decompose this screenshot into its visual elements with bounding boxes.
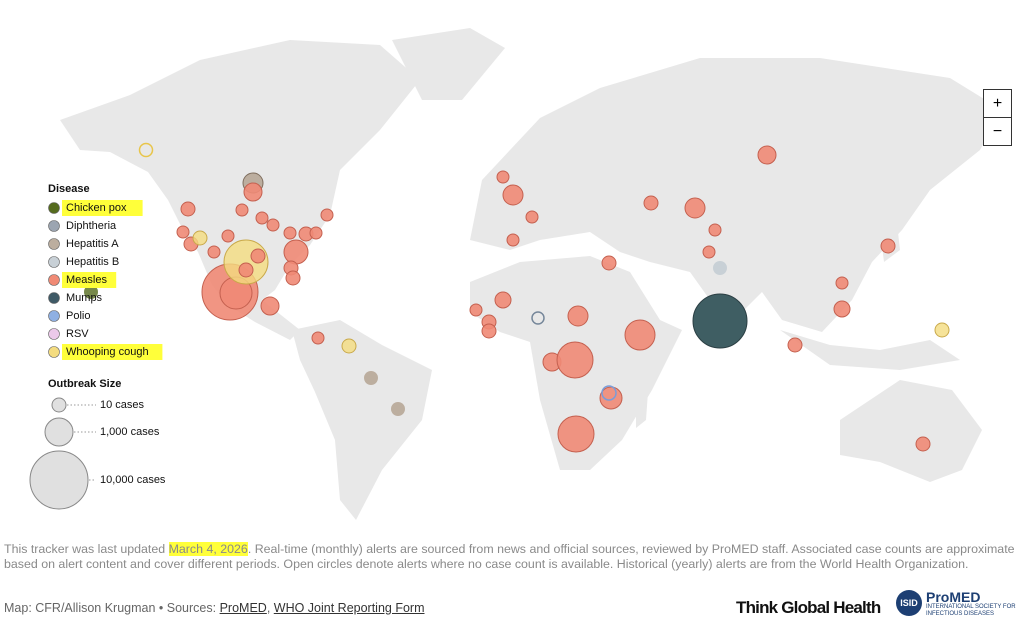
legend-swatch — [48, 256, 60, 268]
bubble — [496, 170, 510, 184]
credits-prefix: Map: CFR/Allison Krugman • Sources: — [4, 601, 220, 615]
bubble — [250, 248, 266, 264]
legend-swatch — [48, 220, 60, 232]
bubble — [176, 225, 190, 239]
bubble — [494, 291, 512, 309]
bubble — [556, 341, 594, 379]
size-label: 10,000 cases — [100, 474, 166, 486]
footnote-prefix: This tracker was last updated — [4, 542, 169, 556]
bubble — [481, 323, 497, 339]
legend: Disease Outbreak Size 10 cases 1,000 cas… — [29, 183, 166, 510]
outbreak-bubbles — [84, 142, 950, 453]
bubble — [787, 337, 803, 353]
bubble — [601, 255, 617, 271]
source-link[interactable]: ProMED — [219, 601, 267, 615]
bubble — [702, 245, 716, 259]
highlight — [62, 344, 163, 360]
bubble — [835, 276, 849, 290]
legend-label: Polio — [66, 310, 90, 322]
legend-title: Disease — [48, 183, 90, 195]
bubble — [311, 331, 325, 345]
bubble — [283, 239, 309, 265]
bubble — [391, 402, 405, 416]
bubble — [260, 296, 280, 316]
bubble — [643, 195, 659, 211]
bubble — [341, 338, 357, 354]
legend-swatch — [48, 346, 60, 358]
isid-logo: ISID — [896, 590, 922, 616]
bubble — [708, 223, 722, 237]
bubble — [285, 270, 301, 286]
legend-label: Mumps — [66, 292, 103, 304]
legend-swatch — [48, 202, 60, 214]
highlight — [62, 200, 143, 216]
bubble — [624, 319, 656, 351]
bubble — [84, 285, 98, 299]
bubble — [207, 245, 221, 259]
bubble — [601, 385, 617, 401]
size-circle — [51, 397, 67, 413]
bubble — [469, 303, 483, 317]
legend-label: Measles — [66, 274, 107, 286]
legend-label: Chicken pox — [66, 202, 127, 214]
bubble — [309, 226, 323, 240]
bubble — [238, 262, 254, 278]
map: Disease Outbreak Size 10 cases 1,000 cas… — [29, 28, 1002, 520]
promed-logo: ProMED — [926, 589, 981, 605]
zoom-out[interactable]: − — [983, 117, 1012, 146]
bubble — [138, 142, 154, 158]
tgh-logo: Think Global Health — [736, 598, 881, 617]
source-link[interactable]: WHO Joint Reporting Form — [273, 601, 425, 615]
bubble — [531, 311, 545, 325]
bubble — [915, 436, 931, 452]
bubble — [557, 415, 595, 453]
bubble — [684, 197, 706, 219]
bubble — [266, 218, 280, 232]
bubble — [525, 210, 539, 224]
bubble — [364, 371, 378, 385]
landmass — [60, 28, 1002, 520]
legend-label: RSV — [66, 328, 89, 340]
update-date: March 4, 2026 — [168, 542, 248, 556]
promed-subtitle: INTERNATIONAL SOCIETY FOR INFECTIOUS DIS… — [926, 604, 1016, 617]
bubble — [243, 182, 263, 202]
bubble — [283, 226, 297, 240]
bubble — [880, 238, 896, 254]
size-title: Outbreak Size — [48, 378, 121, 390]
bubble — [235, 203, 249, 217]
bubble — [713, 261, 727, 275]
bubble — [320, 208, 334, 222]
bubble — [567, 305, 589, 327]
bubble — [506, 233, 520, 247]
size-circle — [29, 450, 89, 510]
bubble — [502, 184, 524, 206]
legend-swatch — [48, 310, 60, 322]
credits: Map: CFR/Allison Krugman • Sources: ProM… — [4, 601, 425, 615]
bubble — [180, 201, 196, 217]
legend-label: Whooping cough — [66, 346, 149, 358]
legend-label: Hepatitis A — [66, 238, 119, 250]
bubble — [833, 300, 851, 318]
footnote: This tracker was last updated March 4, 2… — [4, 542, 1022, 571]
bubble — [255, 211, 269, 225]
bubble — [934, 322, 950, 338]
legend-swatch — [48, 328, 60, 340]
bubble — [192, 230, 208, 246]
legend-swatch — [48, 292, 60, 304]
legend-label: Diphtheria — [66, 220, 117, 232]
legend-label: Hepatitis B — [66, 256, 119, 268]
zoom-in[interactable]: + — [983, 89, 1012, 118]
size-label: 10 cases — [100, 399, 145, 411]
highlight — [62, 272, 117, 288]
bubble — [757, 145, 777, 165]
legend-swatch — [48, 238, 60, 250]
bubble — [221, 229, 235, 243]
separator: , — [266, 601, 274, 615]
footnote-text: . Real-time (monthly) alerts are sourced… — [4, 542, 1015, 571]
size-circle — [44, 417, 74, 447]
bubble — [692, 293, 748, 349]
legend-swatch — [48, 274, 60, 286]
size-label: 1,000 cases — [100, 426, 160, 438]
